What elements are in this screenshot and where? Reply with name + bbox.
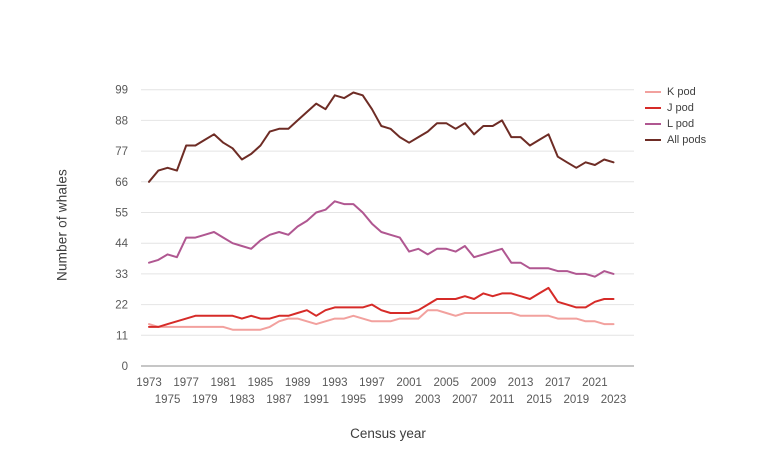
- x-tick-label: 1979: [192, 394, 218, 406]
- y-tick-label: 33: [115, 269, 128, 281]
- series-line-all-pods: [148, 91, 615, 183]
- legend-swatch: [645, 123, 661, 125]
- legend-item-all-pods: All pods: [645, 132, 706, 148]
- x-tick-label: 1987: [266, 394, 292, 406]
- x-tick-label: 1999: [378, 394, 404, 406]
- legend-label: K pod: [667, 86, 696, 98]
- x-tick-label: 2005: [433, 377, 459, 389]
- x-tick-label: 1989: [285, 377, 311, 389]
- legend-swatch: [645, 107, 661, 109]
- x-tick-label: 2009: [471, 377, 497, 389]
- x-tick-label: 1993: [322, 377, 348, 389]
- x-tick-label: 2007: [452, 394, 478, 406]
- y-tick-label: 22: [115, 300, 128, 312]
- x-tick-label: 2011: [490, 394, 515, 406]
- x-tick-label: 2001: [396, 377, 422, 389]
- legend-item-l-pod: L pod: [645, 116, 706, 132]
- legend-item-k-pod: K pod: [645, 84, 706, 100]
- y-tick-label: 55: [115, 207, 128, 219]
- y-tick-label: 99: [115, 85, 128, 97]
- y-tick-label: 77: [115, 146, 128, 158]
- x-tick-label: 2013: [508, 377, 534, 389]
- x-tick-label: 2017: [545, 377, 571, 389]
- series-line-k-pod: [148, 309, 615, 331]
- x-tick-label: 2023: [601, 394, 627, 406]
- legend-swatch: [645, 91, 661, 93]
- x-tick-label: 2015: [526, 394, 552, 406]
- x-tick-label: 1973: [136, 377, 162, 389]
- series-line-l-pod: [148, 200, 615, 278]
- x-tick-label: 1975: [155, 394, 181, 406]
- x-tick-label: 1985: [248, 377, 274, 389]
- x-tick-label: 2021: [582, 377, 608, 389]
- x-tick-label: 1991: [303, 394, 329, 406]
- x-tick-label: 2019: [564, 394, 590, 406]
- x-tick-label: 1977: [173, 377, 199, 389]
- x-tick-label: 2003: [415, 394, 441, 406]
- legend: K pod J pod L pod All pods: [645, 84, 706, 148]
- x-tick-label: 1981: [211, 377, 237, 389]
- legend-label: L pod: [667, 118, 695, 130]
- y-tick-label: 11: [116, 330, 128, 342]
- legend-swatch: [645, 139, 661, 141]
- x-tick-label: 1997: [359, 377, 385, 389]
- x-tick-label: 1995: [341, 394, 367, 406]
- x-axis-title: Census year: [350, 426, 426, 441]
- legend-label: All pods: [667, 134, 707, 146]
- y-tick-label: 0: [122, 361, 128, 373]
- series-line-j-pod: [148, 286, 615, 328]
- legend-label: J pod: [667, 102, 694, 114]
- y-tick-label: 88: [115, 115, 128, 127]
- y-tick-label: 66: [115, 177, 128, 189]
- legend-item-j-pod: J pod: [645, 100, 706, 116]
- x-tick-label: 1983: [229, 394, 255, 406]
- y-tick-label: 44: [115, 238, 128, 250]
- y-axis-title: Number of whales: [54, 169, 70, 281]
